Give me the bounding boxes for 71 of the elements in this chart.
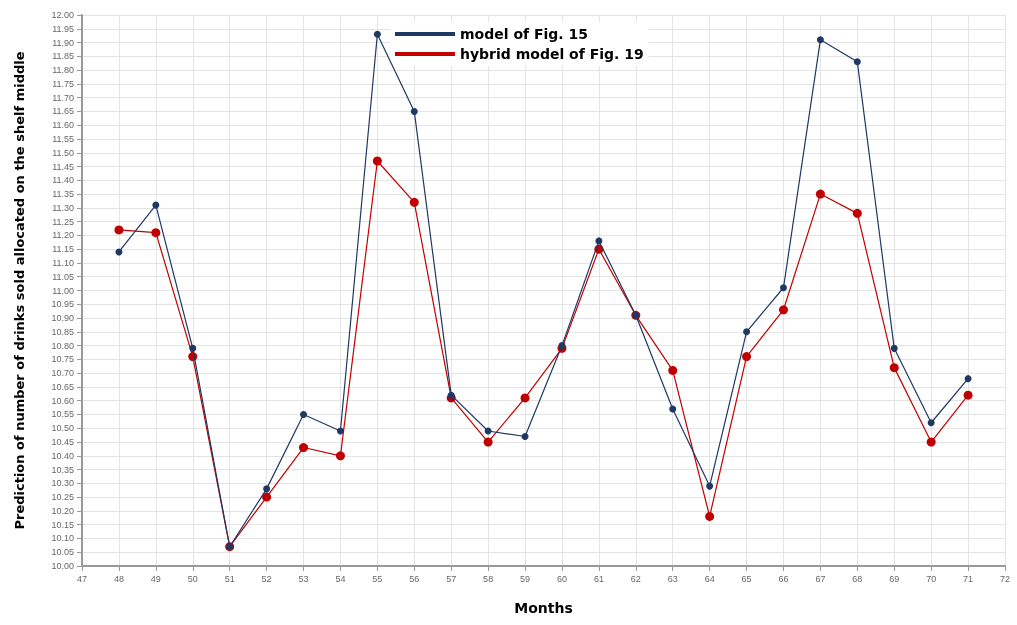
y-tick-label: 11.80 (52, 65, 74, 76)
y-tick-label: 11.85 (52, 51, 74, 62)
y-tick-label: 11.25 (52, 216, 74, 227)
x-tick-label: 47 (76, 573, 88, 584)
x-tick-label: 72 (999, 573, 1011, 584)
y-tick-label: 10.50 (51, 423, 74, 434)
y-tick-label: 10.35 (51, 464, 74, 475)
y-tick-label: 10.90 (51, 313, 74, 324)
y-tick-label: 10.10 (51, 533, 74, 544)
y-tick-label: 11.20 (52, 230, 74, 241)
y-tick-label: 11.00 (52, 285, 74, 296)
y-tick-label: 10.75 (51, 354, 74, 365)
legend-label: hybrid model of Fig. 19 (460, 46, 644, 62)
x-tick-label: 55 (372, 573, 383, 584)
y-tick-label: 11.10 (52, 257, 74, 268)
y-tick-label: 11.95 (52, 23, 74, 34)
y-tick-label: 11.05 (52, 271, 74, 282)
y-tick-label: 11.65 (52, 106, 74, 117)
y-tick-label: 10.85 (51, 326, 74, 337)
y-tick-label: 10.70 (51, 368, 74, 379)
y-tick-label: 10.05 (51, 547, 74, 558)
y-tick-label: 11.60 (52, 120, 74, 131)
y-axis-title: Prediction of number of drinks sold allocated on the shelf middle (12, 51, 27, 530)
x-tick-label: 51 (224, 573, 235, 584)
x-tick-label: 61 (593, 573, 604, 584)
y-tick-label: 11.75 (52, 78, 74, 89)
x-tick-label: 49 (150, 573, 161, 584)
x-tick-label: 60 (556, 573, 567, 584)
x-tick-label: 71 (963, 573, 974, 584)
y-tick-label: 10.20 (51, 505, 74, 516)
x-tick-label: 63 (667, 573, 678, 584)
y-tick-label: 10.25 (51, 492, 74, 503)
y-tick-label: 11.40 (52, 175, 74, 186)
x-tick-label: 62 (630, 573, 641, 584)
y-tick-label: 10.60 (51, 395, 74, 406)
y-tick-label: 10.40 (51, 450, 74, 461)
y-tick-label: 11.90 (52, 37, 74, 48)
x-tick-label: 64 (704, 573, 715, 584)
y-tick-label: 10.45 (51, 437, 74, 448)
y-tick-label: 10.15 (51, 519, 74, 530)
legend-label: model of Fig. 15 (460, 26, 589, 42)
y-tick-label: 10.65 (51, 381, 74, 392)
y-tick-label: 12.00 (51, 10, 74, 20)
x-tick-label: 48 (113, 573, 124, 584)
x-tick-label: 68 (852, 573, 863, 584)
y-tick-label: 11.45 (52, 161, 74, 172)
x-tick-label: 66 (778, 573, 789, 584)
y-tick-label: 10.00 (51, 561, 74, 571)
x-tick-label: 53 (298, 573, 309, 584)
x-tick-label: 58 (483, 573, 494, 584)
y-tick-label: 11.15 (52, 244, 74, 255)
y-tick-label: 10.80 (51, 340, 74, 351)
x-tick-label: 56 (409, 573, 420, 584)
y-tick-label: 11.35 (52, 189, 74, 200)
x-tick-label: 57 (446, 573, 457, 584)
y-tick-label: 10.30 (51, 478, 74, 489)
x-tick-label: 65 (741, 573, 752, 584)
x-tick-label: 69 (889, 573, 900, 584)
y-tick-label: 11.50 (52, 147, 74, 158)
x-tick-label: 59 (520, 573, 531, 584)
y-tick-label: 11.30 (52, 202, 74, 213)
y-tick-label: 11.55 (52, 133, 74, 144)
y-tick-label: 10.95 (51, 299, 74, 310)
x-tick-label: 70 (926, 573, 937, 584)
x-tick-label: 54 (335, 573, 346, 584)
y-tick-label: 11.70 (52, 92, 74, 103)
x-tick-label: 67 (815, 573, 826, 584)
x-axis-title: Months (514, 600, 573, 616)
x-tick-label: 52 (261, 573, 272, 584)
x-tick-label: 50 (187, 573, 198, 584)
y-tick-label: 10.55 (51, 409, 74, 420)
